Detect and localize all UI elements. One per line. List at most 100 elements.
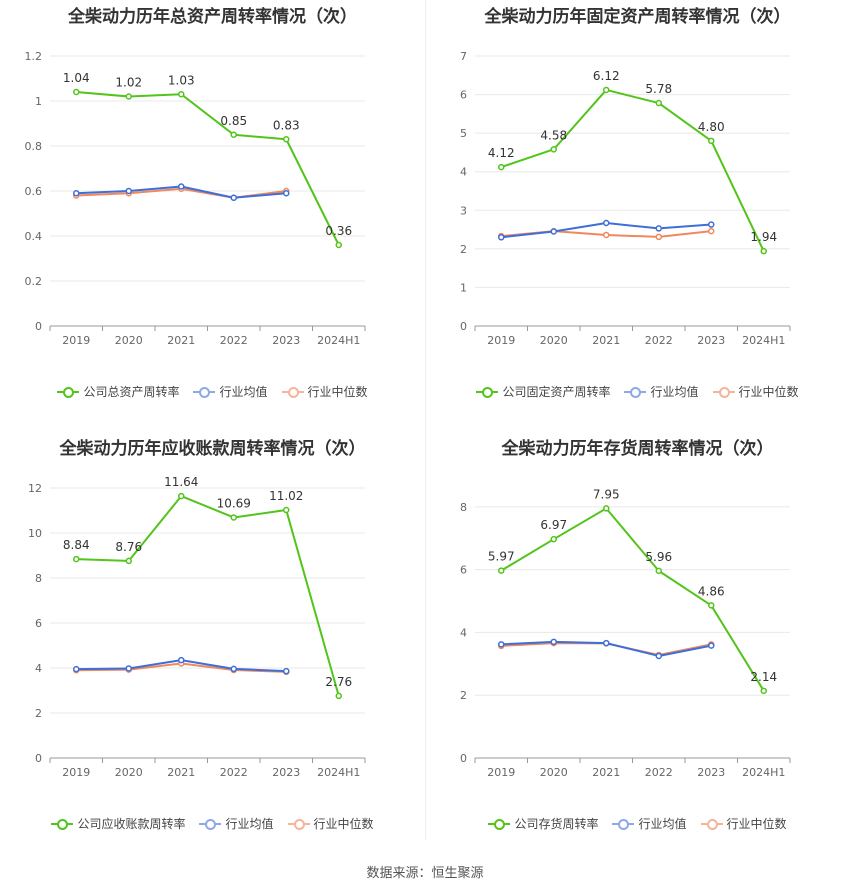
data-point-company <box>125 93 132 100</box>
series-line-company <box>500 88 765 252</box>
legend-marker-company <box>488 818 511 830</box>
legend-item-company[interactable]: 公司应收账款周转率 <box>51 815 185 832</box>
y-tick-label: 1 <box>35 95 42 108</box>
x-tick-label: 2019 <box>487 766 515 779</box>
x-tick-label: 2021 <box>167 334 195 347</box>
legend-marker-median <box>281 386 304 398</box>
data-point-company <box>230 131 237 138</box>
y-tick-label: 12 <box>28 482 42 495</box>
y-tick-label: 2 <box>460 689 467 702</box>
chart-legend: 公司总资产周转率 行业均值 行业中位数 <box>0 383 425 400</box>
y-tick-label: 0.6 <box>25 185 43 198</box>
y-tick-label: 0.4 <box>25 230 43 243</box>
data-point-avg <box>708 642 715 649</box>
x-tick-label: 2019 <box>62 334 90 347</box>
legend-item-avg[interactable]: 行业均值 <box>612 815 687 832</box>
data-point-company <box>655 567 662 575</box>
legend-marker-company <box>51 818 74 830</box>
x-tick-label: 2023 <box>272 334 300 347</box>
data-label: 0.85 <box>220 114 247 128</box>
data-label: 5.78 <box>645 82 672 96</box>
legend-label: 行业中位数 <box>313 817 374 831</box>
data-point-company <box>550 535 557 543</box>
x-tick-label: 2021 <box>592 766 620 779</box>
y-tick-label: 1 <box>460 281 467 294</box>
y-tick-label: 4 <box>460 626 467 639</box>
legend-marker-company <box>476 386 499 398</box>
legend-label: 行业均值 <box>638 817 687 831</box>
legend-marker-avg <box>612 818 635 830</box>
legend-item-avg[interactable]: 行业均值 <box>199 815 274 832</box>
data-label: 11.02 <box>269 489 303 503</box>
x-tick-label: 2020 <box>115 334 143 347</box>
x-tick-label: 2021 <box>167 766 195 779</box>
data-label: 11.64 <box>164 475 198 489</box>
data-point-avg <box>655 225 662 232</box>
data-point-company <box>760 247 767 255</box>
y-tick-label: 8 <box>460 501 467 514</box>
data-label: 4.12 <box>488 146 515 160</box>
legend-marker-median <box>700 818 723 830</box>
legend-marker-median <box>712 386 735 398</box>
legend-item-company[interactable]: 公司存货周转率 <box>488 815 598 832</box>
legend-label: 行业中位数 <box>307 385 368 399</box>
data-point-avg <box>73 665 80 673</box>
data-point-company <box>283 506 290 514</box>
data-label: 1.02 <box>115 76 142 90</box>
data-point-company <box>73 88 80 96</box>
x-tick-label: 2019 <box>487 334 515 347</box>
data-point-avg <box>655 652 662 660</box>
y-tick-label: 2 <box>35 707 42 720</box>
series-line-company <box>76 495 340 697</box>
y-tick-label: 6 <box>460 564 467 577</box>
chart-title: 全柴动力历年应收账款周转率情况（次） <box>59 439 366 459</box>
y-tick-label: 2 <box>460 243 467 256</box>
data-source: 数据来源：恒生聚源 <box>366 866 484 881</box>
data-point-avg <box>283 190 290 197</box>
legend-item-company[interactable]: 公司固定资产周转率 <box>476 383 610 400</box>
x-tick-label: 2021 <box>592 334 620 347</box>
data-label: 6.97 <box>540 518 567 532</box>
chart-title: 全柴动力历年存货周转率情况（次） <box>501 439 774 459</box>
chart-panel-receivables: 全柴动力历年应收账款周转率情况（次） 0 2 4 6 8 10 12 2019 2020 2021… <box>0 432 425 864</box>
data-label: 6.12 <box>593 69 620 83</box>
legend-marker-company <box>57 386 80 398</box>
chart-panel-total-assets: 全柴动力历年总资产周转率情况（次） 0 0.2 0.4 0.6 0.8 1 1.2 2019 2… <box>0 0 425 432</box>
data-point-avg <box>73 190 80 197</box>
y-tick-label: 0 <box>460 752 467 765</box>
data-label: 0.36 <box>325 224 352 238</box>
chart-legend: 公司应收账款周转率 行业均值 行业中位数 <box>0 815 425 832</box>
data-label: 2.14 <box>750 670 777 684</box>
chart-svg: 0 2 4 6 8 2019 2020 2021 2022 2023 2024H1 5.97 6.97 7… <box>460 487 791 779</box>
x-tick-label: 2024H1 <box>317 334 360 347</box>
data-label: 0.83 <box>273 118 300 132</box>
x-tick-label: 2024H1 <box>742 766 785 779</box>
legend-item-median[interactable]: 行业中位数 <box>287 815 374 832</box>
series-line-company <box>500 507 765 692</box>
legend-item-median[interactable]: 行业中位数 <box>700 815 787 832</box>
data-label: 4.58 <box>540 128 567 142</box>
x-tick-label: 2020 <box>540 334 568 347</box>
data-label: 2.76 <box>325 675 352 689</box>
legend-item-median[interactable]: 行业中位数 <box>712 383 799 400</box>
data-point-median <box>603 231 610 239</box>
y-tick-label: 6 <box>460 89 467 102</box>
legend-label: 公司固定资产周转率 <box>502 385 611 399</box>
legend-item-company[interactable]: 公司总资产周转率 <box>57 383 179 400</box>
legend-label: 行业均值 <box>219 385 268 399</box>
x-tick-label: 2022 <box>220 334 248 347</box>
data-point-company <box>125 557 132 565</box>
chart-title: 全柴动力历年总资产周转率情况（次） <box>68 7 357 27</box>
x-tick-label: 2022 <box>220 766 248 779</box>
data-point-company <box>603 505 610 512</box>
data-label: 10.69 <box>217 496 251 510</box>
data-point-avg <box>230 665 237 673</box>
y-tick-label: 6 <box>35 617 42 630</box>
legend-label: 行业均值 <box>225 817 274 831</box>
legend-item-median[interactable]: 行业中位数 <box>281 383 368 400</box>
legend-label: 公司总资产周转率 <box>83 385 180 399</box>
legend-item-avg[interactable]: 行业均值 <box>624 383 699 400</box>
data-point-avg <box>550 228 557 235</box>
legend-item-avg[interactable]: 行业均值 <box>193 383 268 400</box>
data-point-median <box>655 233 662 241</box>
